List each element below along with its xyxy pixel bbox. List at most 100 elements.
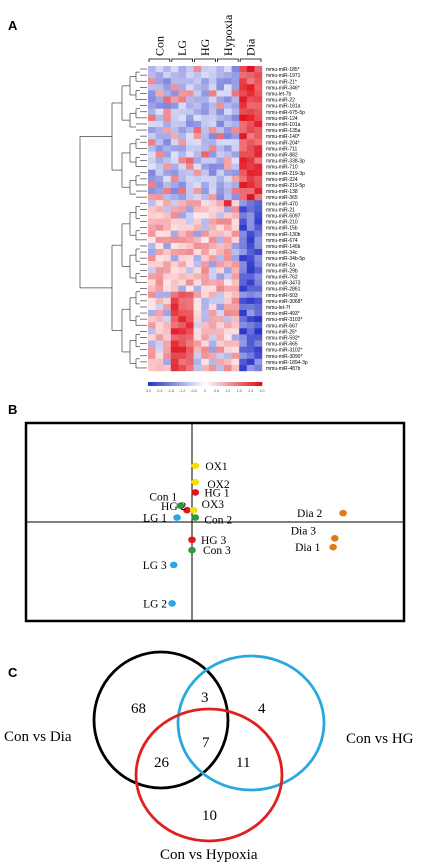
heatmap-cell [239, 316, 247, 323]
heatmap-cell [254, 218, 263, 225]
row-labels: mmu-miR-185*mmu-miR-1971mmu-miR-21*mmu-m… [266, 67, 308, 372]
heatmap-cell [224, 218, 232, 225]
heatmap-cell [239, 120, 247, 128]
heatmap-cell [155, 72, 164, 79]
heatmap-cell [246, 181, 255, 189]
heatmap-cell [216, 151, 225, 158]
heatmap-cell [201, 279, 209, 286]
heatmap-cell [170, 114, 179, 122]
heatmap-cell [208, 175, 217, 183]
heatmap-cell [155, 139, 164, 146]
heatmap-cell [246, 303, 255, 311]
heatmap-cell [155, 96, 164, 103]
heatmap-cell [163, 181, 171, 189]
heatmap-cell [254, 194, 263, 201]
heatmap-cell [254, 352, 263, 359]
heatmap-cell [170, 139, 179, 146]
heatmap-cell [163, 297, 171, 305]
heatmap-cell [254, 114, 263, 122]
color-scale-swatch [162, 382, 166, 386]
heatmap-cell [170, 236, 179, 244]
color-scale-swatch [233, 382, 237, 386]
heatmap-cell [201, 133, 209, 140]
heatmap-cell [231, 230, 240, 237]
heatmap-cell [155, 242, 164, 250]
heatmap-cell [148, 249, 156, 256]
heatmap-cell [155, 352, 164, 359]
heatmap-cell [216, 230, 225, 237]
heatmap-cell [239, 261, 247, 268]
color-scale-swatch [159, 382, 163, 386]
heatmap-cell [231, 163, 240, 170]
column-group-label: LG [175, 40, 189, 56]
heatmap-cell [254, 175, 263, 183]
heatmap-cell [216, 114, 225, 122]
heatmap-cell [208, 108, 217, 115]
heatmap-cell [163, 218, 171, 225]
heatmap-cell [224, 230, 232, 237]
heatmap-cell [201, 96, 209, 103]
heatmap-cell [231, 139, 240, 146]
pca-point [189, 506, 198, 514]
heatmap-cell [155, 200, 164, 207]
heatmap-cell [163, 358, 171, 366]
heatmap-cell [254, 78, 263, 85]
heatmap-cell [178, 297, 187, 305]
heatmap-cell [224, 249, 232, 256]
heatmap-cell [231, 84, 240, 91]
heatmap-cell [246, 340, 255, 347]
heatmap-cell [155, 163, 164, 170]
heatmap-cell [148, 261, 156, 268]
pca-point-label: OX3 [202, 499, 225, 511]
heatmap-cell [201, 212, 209, 219]
heatmap-cell [239, 279, 247, 286]
color-scale-swatch [156, 382, 160, 386]
heatmap-cell [246, 279, 255, 286]
heatmap-cell [155, 157, 164, 164]
heatmap-cell [201, 102, 209, 109]
heatmap-cell [163, 273, 171, 280]
heatmap-cell [208, 297, 217, 305]
heatmap-cell [254, 157, 263, 164]
heatmap-cell [186, 358, 194, 366]
heatmap-cell [155, 255, 164, 262]
heatmap-cell [170, 200, 179, 207]
heatmap-cell [148, 96, 156, 103]
heatmap-cell [246, 163, 255, 170]
heatmap-cell [224, 364, 232, 372]
pca-point-label: Con 3 [203, 545, 231, 557]
heatmap-cell [224, 127, 232, 134]
heatmap-cell [163, 72, 171, 79]
heatmap-cell [216, 188, 225, 195]
heatmap-cell [148, 291, 156, 298]
heatmap-cell [148, 102, 156, 109]
heatmap-cell [231, 157, 240, 164]
heatmap-cell [208, 151, 217, 158]
heatmap-cell [163, 120, 171, 128]
venn-count-all: 7 [202, 735, 210, 751]
heatmap-cell [246, 194, 255, 201]
heatmap-cell [208, 102, 217, 109]
color-scale-swatch [182, 382, 186, 386]
heatmap-cell [231, 364, 240, 372]
heatmap-cell [224, 188, 232, 195]
color-scale-label: -0.6 [190, 389, 196, 393]
heatmap-cell [231, 133, 240, 140]
heatmap-cell [178, 249, 187, 256]
heatmap-cell [239, 114, 247, 122]
heatmap-cell [155, 127, 164, 134]
heatmap-cell [231, 145, 240, 152]
heatmap-cell [231, 273, 240, 280]
heatmap-cell [163, 108, 171, 115]
heatmap-cell [193, 267, 202, 274]
heatmap-cell [239, 346, 247, 353]
heatmap-cell [178, 212, 187, 219]
heatmap-cell [216, 316, 225, 323]
heatmap-cell [208, 66, 217, 73]
heatmap-cell [186, 334, 194, 341]
pca-point [183, 506, 191, 514]
heatmap-cell [163, 285, 171, 292]
heatmap-cell [170, 84, 179, 91]
row-label: mmu-miR-140* [266, 134, 300, 140]
heatmap-cell [231, 127, 240, 134]
